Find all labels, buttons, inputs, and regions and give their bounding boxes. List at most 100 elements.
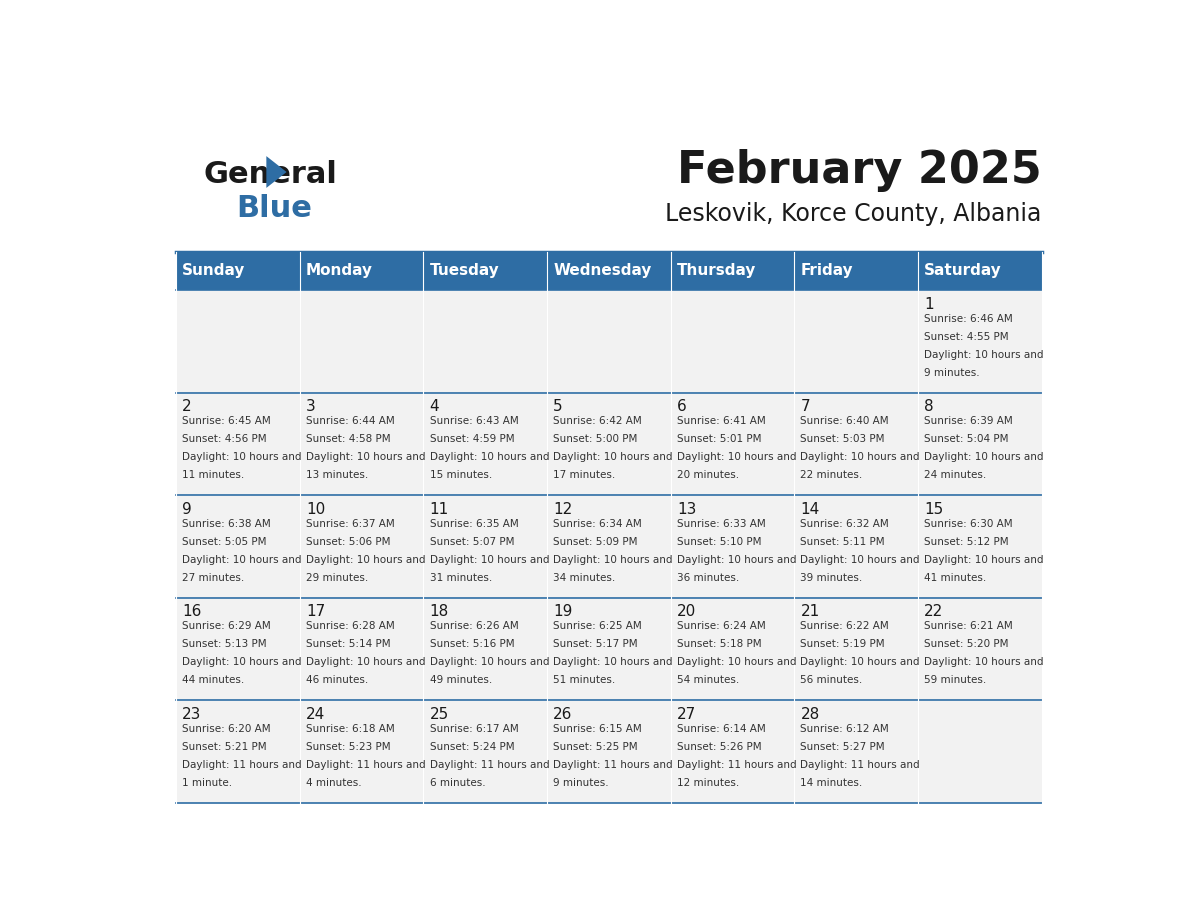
Text: Sunrise: 6:43 AM: Sunrise: 6:43 AM xyxy=(430,417,518,427)
Text: 49 minutes.: 49 minutes. xyxy=(430,676,492,685)
Text: Daylight: 11 hours and: Daylight: 11 hours and xyxy=(677,760,796,770)
Text: 27 minutes.: 27 minutes. xyxy=(182,573,245,583)
Text: Sunrise: 6:21 AM: Sunrise: 6:21 AM xyxy=(924,621,1013,632)
Text: Sunrise: 6:41 AM: Sunrise: 6:41 AM xyxy=(677,417,765,427)
Text: Sunrise: 6:25 AM: Sunrise: 6:25 AM xyxy=(554,621,642,632)
Text: Sunset: 5:13 PM: Sunset: 5:13 PM xyxy=(182,640,267,649)
Text: Daylight: 10 hours and: Daylight: 10 hours and xyxy=(554,657,672,667)
Text: 11 minutes.: 11 minutes. xyxy=(182,470,245,480)
Text: Sunset: 5:04 PM: Sunset: 5:04 PM xyxy=(924,434,1009,444)
Text: 22 minutes.: 22 minutes. xyxy=(801,470,862,480)
Text: Sunrise: 6:46 AM: Sunrise: 6:46 AM xyxy=(924,314,1013,324)
Text: Sunrise: 6:34 AM: Sunrise: 6:34 AM xyxy=(554,519,642,529)
Text: Sunset: 4:59 PM: Sunset: 4:59 PM xyxy=(430,434,514,444)
Bar xyxy=(176,393,299,496)
Text: Sunrise: 6:45 AM: Sunrise: 6:45 AM xyxy=(182,417,271,427)
Text: 14 minutes.: 14 minutes. xyxy=(801,778,862,788)
Text: Sunset: 5:11 PM: Sunset: 5:11 PM xyxy=(801,537,885,547)
Text: Sunrise: 6:28 AM: Sunrise: 6:28 AM xyxy=(307,621,394,632)
Bar xyxy=(176,252,299,290)
Text: Daylight: 10 hours and: Daylight: 10 hours and xyxy=(307,453,425,463)
Text: Sunrise: 6:39 AM: Sunrise: 6:39 AM xyxy=(924,417,1013,427)
Text: 10: 10 xyxy=(307,501,326,517)
Bar xyxy=(671,598,795,700)
Text: Daylight: 10 hours and: Daylight: 10 hours and xyxy=(182,453,302,463)
Text: Daylight: 10 hours and: Daylight: 10 hours and xyxy=(677,657,796,667)
Bar xyxy=(423,700,546,803)
Text: 27: 27 xyxy=(677,707,696,722)
Bar xyxy=(299,290,423,393)
Text: Sunrise: 6:38 AM: Sunrise: 6:38 AM xyxy=(182,519,271,529)
Text: Daylight: 10 hours and: Daylight: 10 hours and xyxy=(430,657,549,667)
Text: Sunrise: 6:17 AM: Sunrise: 6:17 AM xyxy=(430,724,518,734)
Text: Sunday: Sunday xyxy=(182,263,246,278)
Bar xyxy=(176,700,299,803)
Text: Daylight: 10 hours and: Daylight: 10 hours and xyxy=(677,453,796,463)
Text: 13 minutes.: 13 minutes. xyxy=(307,470,368,480)
Bar xyxy=(546,393,671,496)
Text: 6 minutes.: 6 minutes. xyxy=(430,778,485,788)
Text: Sunrise: 6:42 AM: Sunrise: 6:42 AM xyxy=(554,417,642,427)
Text: Sunset: 5:05 PM: Sunset: 5:05 PM xyxy=(182,537,267,547)
Bar xyxy=(299,393,423,496)
Text: Sunset: 5:23 PM: Sunset: 5:23 PM xyxy=(307,742,391,752)
Bar xyxy=(423,598,546,700)
Text: Sunset: 5:16 PM: Sunset: 5:16 PM xyxy=(430,640,514,649)
Text: 19: 19 xyxy=(554,604,573,619)
Text: Sunrise: 6:14 AM: Sunrise: 6:14 AM xyxy=(677,724,765,734)
Text: Sunset: 4:58 PM: Sunset: 4:58 PM xyxy=(307,434,391,444)
Text: Sunset: 5:06 PM: Sunset: 5:06 PM xyxy=(307,537,391,547)
Text: 51 minutes.: 51 minutes. xyxy=(554,676,615,685)
Text: 7: 7 xyxy=(801,399,810,414)
Text: 20: 20 xyxy=(677,604,696,619)
Bar xyxy=(918,290,1042,393)
Bar xyxy=(918,598,1042,700)
Text: 1 minute.: 1 minute. xyxy=(182,778,233,788)
Text: Tuesday: Tuesday xyxy=(430,263,499,278)
Text: Sunrise: 6:32 AM: Sunrise: 6:32 AM xyxy=(801,519,890,529)
Text: 29 minutes.: 29 minutes. xyxy=(307,573,368,583)
Bar xyxy=(546,598,671,700)
Text: Sunrise: 6:44 AM: Sunrise: 6:44 AM xyxy=(307,417,394,427)
Text: Daylight: 10 hours and: Daylight: 10 hours and xyxy=(430,453,549,463)
Text: 44 minutes.: 44 minutes. xyxy=(182,676,245,685)
Text: 9 minutes.: 9 minutes. xyxy=(924,368,980,378)
Text: Daylight: 10 hours and: Daylight: 10 hours and xyxy=(924,453,1043,463)
Text: Sunrise: 6:26 AM: Sunrise: 6:26 AM xyxy=(430,621,518,632)
Bar xyxy=(918,252,1042,290)
Text: Sunset: 5:21 PM: Sunset: 5:21 PM xyxy=(182,742,267,752)
Text: Sunrise: 6:37 AM: Sunrise: 6:37 AM xyxy=(307,519,394,529)
Polygon shape xyxy=(266,156,286,188)
Text: Sunrise: 6:20 AM: Sunrise: 6:20 AM xyxy=(182,724,271,734)
Bar xyxy=(795,496,918,598)
Text: 14: 14 xyxy=(801,501,820,517)
Bar xyxy=(671,496,795,598)
Text: 11: 11 xyxy=(430,501,449,517)
Bar xyxy=(671,290,795,393)
Text: Sunset: 5:09 PM: Sunset: 5:09 PM xyxy=(554,537,638,547)
Text: 25: 25 xyxy=(430,707,449,722)
Text: 12 minutes.: 12 minutes. xyxy=(677,778,739,788)
Bar xyxy=(918,700,1042,803)
Text: 21: 21 xyxy=(801,604,820,619)
Text: Blue: Blue xyxy=(236,194,311,222)
Text: 36 minutes.: 36 minutes. xyxy=(677,573,739,583)
Text: February 2025: February 2025 xyxy=(677,149,1042,192)
Text: Daylight: 10 hours and: Daylight: 10 hours and xyxy=(924,657,1043,667)
Text: 8: 8 xyxy=(924,399,934,414)
Bar xyxy=(795,290,918,393)
Text: 9: 9 xyxy=(182,501,192,517)
Text: Sunrise: 6:29 AM: Sunrise: 6:29 AM xyxy=(182,621,271,632)
Bar xyxy=(671,252,795,290)
Text: Leskovik, Korce County, Albania: Leskovik, Korce County, Albania xyxy=(665,202,1042,226)
Bar xyxy=(299,598,423,700)
Text: Sunset: 4:55 PM: Sunset: 4:55 PM xyxy=(924,332,1009,341)
Bar xyxy=(671,393,795,496)
Text: 54 minutes.: 54 minutes. xyxy=(677,676,739,685)
Text: Daylight: 10 hours and: Daylight: 10 hours and xyxy=(307,554,425,565)
Text: Daylight: 10 hours and: Daylight: 10 hours and xyxy=(182,657,302,667)
Text: Wednesday: Wednesday xyxy=(554,263,651,278)
Text: Sunset: 5:20 PM: Sunset: 5:20 PM xyxy=(924,640,1009,649)
Text: 31 minutes.: 31 minutes. xyxy=(430,573,492,583)
Text: 15 minutes.: 15 minutes. xyxy=(430,470,492,480)
